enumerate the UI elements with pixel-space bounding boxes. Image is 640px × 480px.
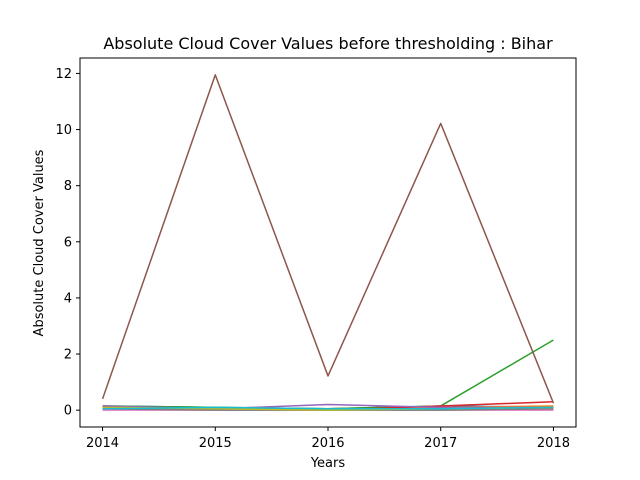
y-tick-label: 0 bbox=[64, 404, 72, 419]
y-tick-label: 6 bbox=[64, 235, 72, 250]
x-tick-label: 2016 bbox=[311, 436, 344, 451]
x-axis: 2014 2015 2016 2017 2018 bbox=[86, 427, 570, 451]
y-axis-label: Absolute Cloud Cover Values bbox=[32, 149, 47, 336]
x-tick-label: 2015 bbox=[199, 436, 232, 451]
plot-area bbox=[79, 57, 577, 428]
chart-title: Absolute Cloud Cover Values before thres… bbox=[103, 34, 553, 53]
series-layer bbox=[101, 74, 555, 411]
x-tick-label: 2018 bbox=[537, 436, 570, 451]
x-tick-label: 2017 bbox=[424, 436, 457, 451]
series-line-10 bbox=[102, 406, 554, 410]
y-axis: 0 2 4 6 8 10 12 bbox=[55, 67, 80, 419]
y-tick-label: 10 bbox=[55, 123, 72, 138]
x-tick-label: 2014 bbox=[86, 436, 119, 451]
series-line-6 bbox=[101, 74, 555, 404]
y-tick-label: 12 bbox=[55, 67, 72, 82]
y-tick-label: 2 bbox=[64, 348, 72, 363]
x-axis-label: Years bbox=[310, 456, 346, 471]
y-tick-label: 4 bbox=[64, 291, 72, 306]
y-tick-label: 8 bbox=[64, 179, 72, 194]
